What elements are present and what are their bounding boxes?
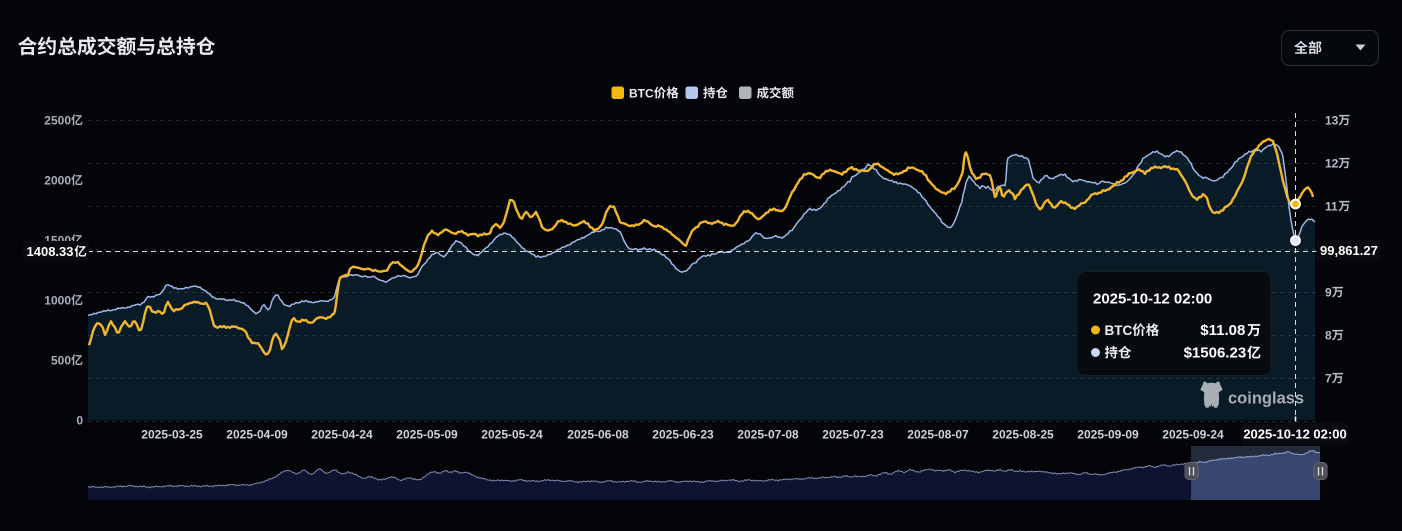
svg-text:2025-08-07: 2025-08-07 [907,428,969,442]
svg-text:12: 12 [1325,156,1339,170]
svg-text:2025-09-24: 2025-09-24 [1162,428,1224,442]
svg-text:2025-04-24: 2025-04-24 [311,428,373,442]
svg-text:500: 500 [51,353,71,367]
svg-text:1408.33: 1408.33 [27,244,74,259]
svg-text:7: 7 [1325,371,1332,385]
svg-text:coinglass: coinglass [1228,390,1304,408]
svg-text:BTC: BTC [1105,323,1133,338]
svg-text:1000: 1000 [44,293,71,307]
svg-text:2025-09-09: 2025-09-09 [1077,428,1139,442]
svg-text:2025-07-08: 2025-07-08 [737,428,799,442]
svg-text:2025-10-12 02:00: 2025-10-12 02:00 [1243,427,1346,442]
svg-text:2025-08-25: 2025-08-25 [992,428,1054,442]
svg-text:2025-05-24: 2025-05-24 [481,428,543,442]
svg-text:0: 0 [76,413,83,427]
svg-text:2025-05-09: 2025-05-09 [396,428,458,442]
svg-text:2025-07-23: 2025-07-23 [822,428,884,442]
svg-text:2500: 2500 [44,113,71,127]
svg-text:9: 9 [1325,285,1332,299]
svg-text:BTC: BTC [629,86,654,100]
svg-text:$1506.23: $1506.23 [1184,345,1247,362]
svg-text:2000: 2000 [44,173,71,187]
svg-text:2025-06-08: 2025-06-08 [567,428,629,442]
svg-text:11: 11 [1325,199,1338,213]
svg-text:99,861.27: 99,861.27 [1320,243,1378,258]
svg-text:$11.08: $11.08 [1200,322,1245,339]
svg-text:13: 13 [1325,113,1339,127]
svg-text:2025-03-25: 2025-03-25 [141,428,203,442]
svg-text:8: 8 [1325,328,1332,342]
svg-text:2025-06-23: 2025-06-23 [652,428,714,442]
svg-text:2025-04-09: 2025-04-09 [226,428,288,442]
svg-text:2025-10-12 02:00: 2025-10-12 02:00 [1093,291,1212,308]
